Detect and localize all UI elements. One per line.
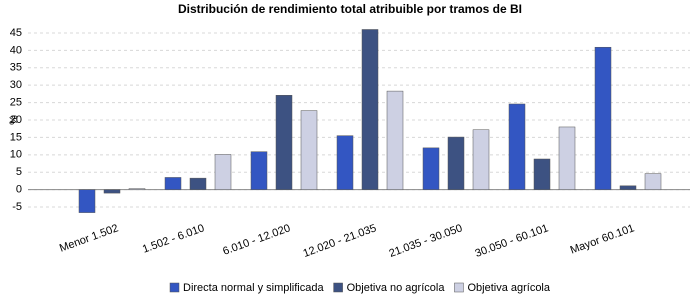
x-tick-label: Menor 1.502 xyxy=(58,222,120,254)
bar xyxy=(447,136,465,190)
y-tick-label: 0 xyxy=(16,184,22,196)
y-tick-label: -5 xyxy=(12,201,22,213)
bar xyxy=(619,185,637,190)
y-tick-label: 25 xyxy=(10,96,22,108)
bar xyxy=(386,90,404,190)
bar xyxy=(594,46,612,190)
bar xyxy=(189,177,207,190)
legend-label: Objetiva no agrícola xyxy=(347,282,446,294)
bar xyxy=(533,158,551,190)
bar xyxy=(558,126,576,190)
y-tick-label: 15 xyxy=(10,131,22,143)
legend-swatch xyxy=(333,282,343,293)
bar xyxy=(422,147,440,190)
y-tick-label: 40 xyxy=(10,44,22,56)
bar xyxy=(336,135,354,190)
bar xyxy=(78,189,96,213)
legend-swatch xyxy=(169,282,180,293)
bar xyxy=(103,189,121,194)
x-tick-label: 6.010 - 12.020 xyxy=(221,222,292,258)
y-tick-label: 10 xyxy=(10,149,22,161)
legend-swatch xyxy=(454,282,464,293)
y-tick-label: 30 xyxy=(10,79,22,91)
y-axis-label: % xyxy=(8,115,20,125)
x-tick-label: 30.050 - 60.101 xyxy=(473,222,550,260)
chart-title: Distribución de rendimiento total atribu… xyxy=(178,2,522,16)
bar xyxy=(250,151,268,190)
legend: Directa normal y simplificada Objetiva no… xyxy=(169,282,551,294)
bar xyxy=(508,103,526,190)
bar xyxy=(214,154,232,190)
bar xyxy=(472,129,490,190)
x-tick-label: 21.035 - 30.050 xyxy=(387,222,464,260)
bar xyxy=(128,188,146,190)
y-tick-label: 20 xyxy=(10,114,22,126)
bar xyxy=(300,110,318,190)
legend-label: Directa normal y simplificada xyxy=(183,282,324,294)
legend-label: Objetiva agrícola xyxy=(467,282,550,294)
x-tick-label: Mayor 60.101 xyxy=(569,222,636,256)
bar xyxy=(361,29,379,190)
y-tick-label: 5 xyxy=(16,166,22,178)
x-tick-label: 1.502 - 6.010 xyxy=(141,222,206,255)
y-tick-label: 45 xyxy=(10,27,22,39)
y-tick-label: 35 xyxy=(10,62,22,74)
bar xyxy=(164,177,182,190)
x-tick-label: 12.020 - 21.035 xyxy=(301,222,378,260)
bar xyxy=(644,173,662,190)
bar xyxy=(275,95,293,190)
